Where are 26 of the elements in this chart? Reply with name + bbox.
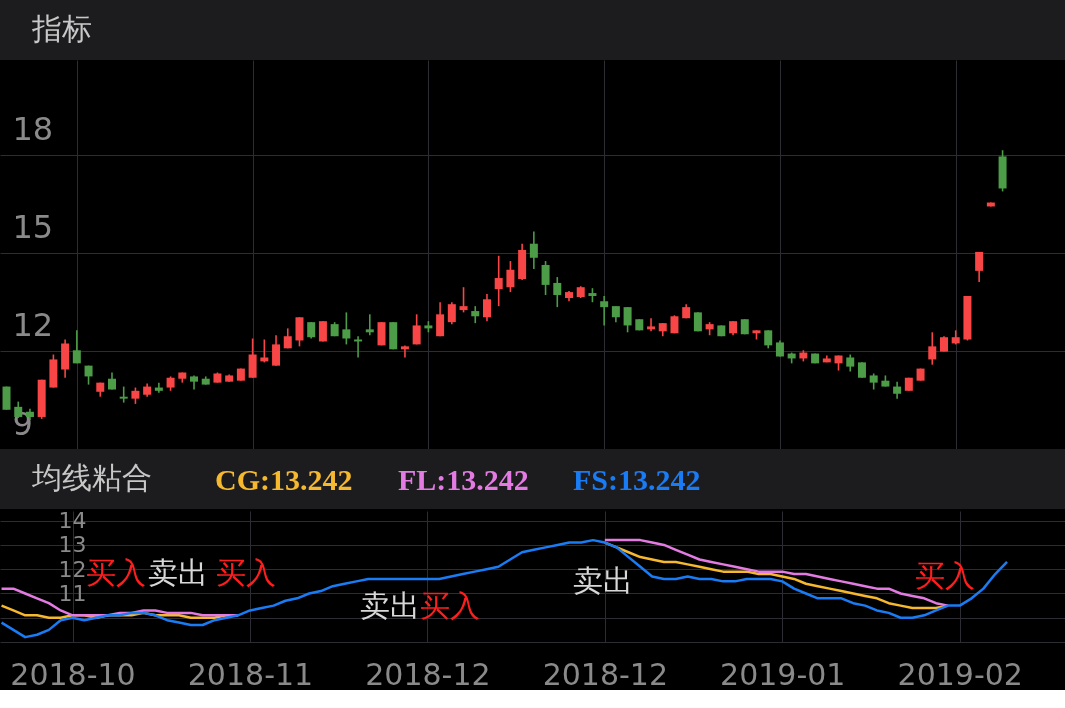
text: CG:13.242 (215, 463, 353, 496)
annotation: 卖出 (573, 563, 633, 598)
y-tick-label: 12 (12, 306, 54, 345)
series-label: FS:13.242 (573, 463, 701, 496)
y-tick-label: 12 (58, 556, 87, 582)
annotation: 卖出 (148, 555, 208, 590)
annotation: 买入 (86, 555, 146, 590)
x-tick-label: 2018-11 (187, 656, 314, 692)
y-tick-label: 14 (58, 508, 87, 534)
y-tick-label: 18 (12, 110, 54, 149)
x-tick-label: 2019-02 (897, 656, 1023, 692)
x-tick-label: 2019-01 (720, 656, 846, 692)
x-tick-label: 2018-10 (10, 656, 136, 692)
x-tick-label: 2018-12 (542, 656, 669, 692)
annotation: 卖出 (360, 588, 420, 623)
chart-title: 均线粘合 (31, 460, 152, 495)
y-tick-label: 13 (58, 532, 87, 558)
annotation: 买入 (915, 558, 975, 593)
annotation: 买入 (216, 555, 276, 590)
chart-title: 指标 (31, 11, 92, 46)
line-series (0, 538, 1009, 639)
annotation: 买入 (420, 588, 480, 623)
y-tick-label: 11 (58, 580, 87, 606)
x-tick-label: 2018-12 (365, 656, 491, 692)
text: FL:13.242 (398, 463, 529, 496)
y-tick-label: 15 (12, 208, 54, 247)
